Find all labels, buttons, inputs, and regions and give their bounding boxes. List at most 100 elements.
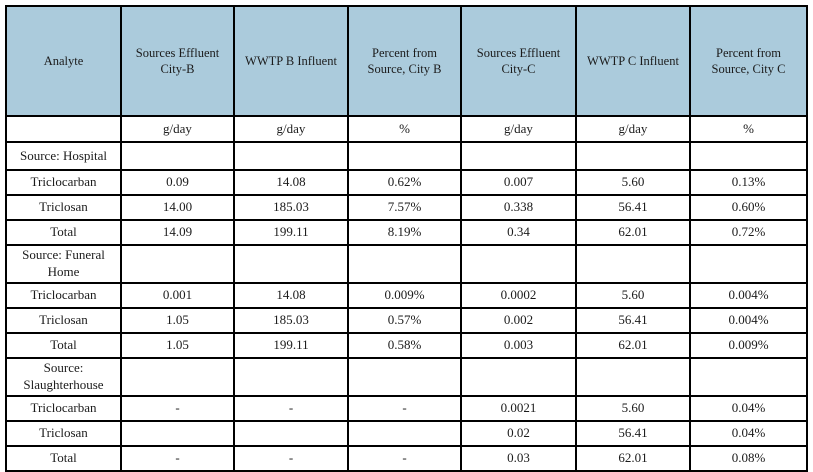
table-body: Source: Hospital Triclocarban 0.09 14.08 0.6… <box>5 141 808 472</box>
value-cell <box>460 356 577 397</box>
value-cell: 56.41 <box>575 419 691 447</box>
section-label-cell: Source: Funeral Home <box>5 244 122 284</box>
value-cell: 5.60 <box>575 169 691 196</box>
units-cell: g/day <box>575 115 691 143</box>
analyte-label-cell: Triclocarban <box>5 169 122 196</box>
value-cell: 5.60 <box>575 281 691 309</box>
value-cell: 14.09 <box>120 219 235 246</box>
value-cell <box>575 356 691 397</box>
units-cell: g/day <box>233 115 349 143</box>
units-cell: g/day <box>120 115 235 143</box>
value-cell: 0.62% <box>347 169 462 196</box>
value-cell <box>575 244 691 284</box>
value-cell: 0.009% <box>347 281 462 309</box>
value-cell <box>347 141 462 171</box>
header-sources-effluent-city-b: Sources Effluent City-B <box>120 5 235 117</box>
value-cell: 0.02 <box>460 419 577 447</box>
analyte-label-cell: Triclocarban <box>5 281 122 309</box>
value-cell: 0.002 <box>460 306 577 334</box>
section-label-cell: Source: Hospital <box>5 141 122 171</box>
value-cell: - <box>347 394 462 422</box>
value-cell <box>460 244 577 284</box>
value-cell: 14.00 <box>120 194 235 221</box>
value-cell: 0.08% <box>689 444 808 472</box>
value-cell <box>347 356 462 397</box>
value-cell: - <box>233 394 349 422</box>
value-cell: 0.09 <box>120 169 235 196</box>
source-section-row: Source: Hospital <box>5 141 808 171</box>
table-row: Triclosan 1.05 185.03 0.57% 0.002 56.41 0.004% <box>5 306 808 334</box>
units-row: g/day g/day % g/day g/day % <box>5 115 808 143</box>
header-sources-effluent-city-c: Sources Effluent City-C <box>460 5 577 117</box>
value-cell <box>575 141 691 171</box>
table-row: Triclocarban 0.09 14.08 0.62% 0.007 5.60 0.13% <box>5 169 808 196</box>
analyte-source-table-container: Analyte Sources Effluent City-B WWTP B I… <box>5 5 808 472</box>
value-cell: 0.03 <box>460 444 577 472</box>
header-analyte: Analyte <box>5 5 122 117</box>
value-cell: 8.19% <box>347 219 462 246</box>
value-cell: 185.03 <box>233 306 349 334</box>
value-cell: 199.11 <box>233 331 349 359</box>
value-cell: 0.007 <box>460 169 577 196</box>
value-cell: 62.01 <box>575 444 691 472</box>
value-cell: 0.04% <box>689 419 808 447</box>
analyte-label-cell: Total <box>5 331 122 359</box>
value-cell: 56.41 <box>575 306 691 334</box>
value-cell: 199.11 <box>233 219 349 246</box>
value-cell <box>689 356 808 397</box>
value-cell: 0.0021 <box>460 394 577 422</box>
table-row: Triclocarban - - -0.0021 5.60 0.04% <box>5 394 808 422</box>
value-cell: 62.01 <box>575 331 691 359</box>
value-cell: 0.60% <box>689 194 808 221</box>
value-cell: 5.60 <box>575 394 691 422</box>
value-cell: 0.04% <box>689 394 808 422</box>
value-cell: 0.338 <box>460 194 577 221</box>
table-row: Triclosan 0.02 56.41 0.04% <box>5 419 808 447</box>
value-cell <box>689 141 808 171</box>
analyte-label-cell: Triclosan <box>5 194 122 221</box>
source-section-row: Source: Slaughterhouse <box>5 356 808 397</box>
value-cell: 7.57% <box>347 194 462 221</box>
table-row: Triclocarban 0.001 14.08 0.009% 0.0002 5.60 0.… <box>5 281 808 309</box>
units-cell: g/day <box>460 115 577 143</box>
value-cell: 62.01 <box>575 219 691 246</box>
value-cell: 1.05 <box>120 306 235 334</box>
header-wwtp-c-influent: WWTP C Influent <box>575 5 691 117</box>
table-row: Total - - -0.03 62.01 0.08% <box>5 444 808 472</box>
value-cell <box>120 419 235 447</box>
analyte-label-cell: Total <box>5 444 122 472</box>
value-cell <box>120 141 235 171</box>
units-cell <box>5 115 122 143</box>
value-cell: - <box>347 444 462 472</box>
value-cell: 0.003 <box>460 331 577 359</box>
analyte-label-cell: Triclosan <box>5 419 122 447</box>
value-cell: 0.009% <box>689 331 808 359</box>
value-cell: - <box>120 394 235 422</box>
header-percent-source-city-c: Percent from Source, City C <box>689 5 808 117</box>
value-cell: 0.58% <box>347 331 462 359</box>
value-cell: - <box>233 444 349 472</box>
value-cell: 0.0002 <box>460 281 577 309</box>
table-row: Total 14.09 199.11 8.19% 0.34 62.01 0.72% <box>5 219 808 246</box>
table-header: Analyte Sources Effluent City-B WWTP B I… <box>5 5 808 143</box>
analyte-label-cell: Triclosan <box>5 306 122 334</box>
value-cell <box>120 244 235 284</box>
value-cell <box>689 244 808 284</box>
value-cell: 0.34 <box>460 219 577 246</box>
value-cell: 185.03 <box>233 194 349 221</box>
units-cell: % <box>347 115 462 143</box>
header-wwtp-b-influent: WWTP B Influent <box>233 5 349 117</box>
value-cell <box>233 419 349 447</box>
value-cell: 0.004% <box>689 281 808 309</box>
section-label-cell: Source: Slaughterhouse <box>5 356 122 397</box>
value-cell: - <box>120 444 235 472</box>
table-row: Triclosan 14.00 185.03 7.57% 0.338 56.41 0.60% <box>5 194 808 221</box>
header-percent-source-city-b: Percent from Source, City B <box>347 5 462 117</box>
value-cell <box>347 419 462 447</box>
value-cell: 0.004% <box>689 306 808 334</box>
units-cell: % <box>689 115 808 143</box>
value-cell: 0.72% <box>689 219 808 246</box>
analyte-label-cell: Triclocarban <box>5 394 122 422</box>
value-cell: 0.001 <box>120 281 235 309</box>
value-cell <box>233 356 349 397</box>
